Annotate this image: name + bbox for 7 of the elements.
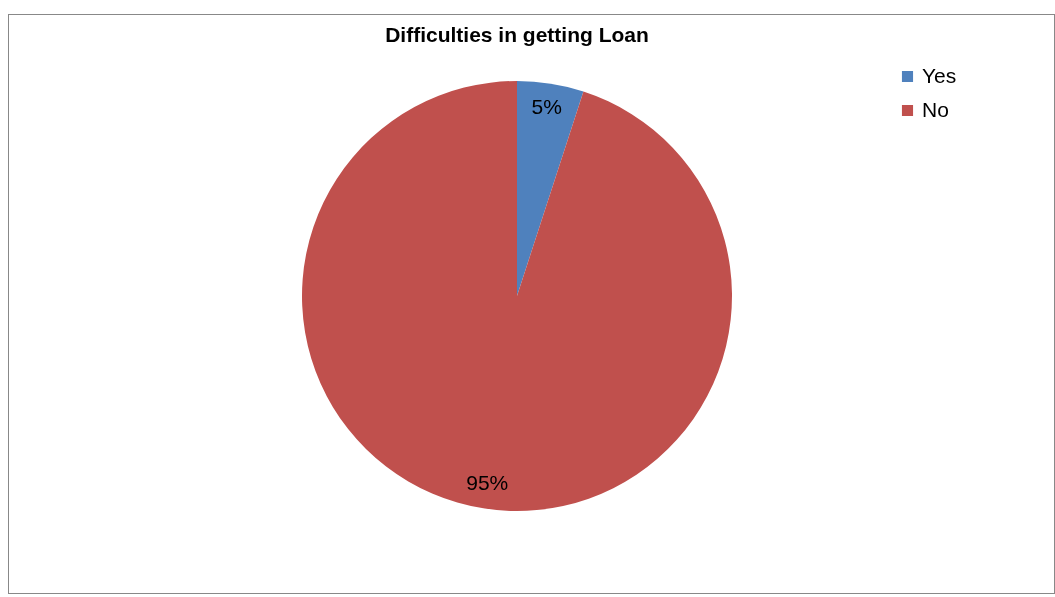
legend-label: Yes [922, 63, 957, 87]
chart-title: Difficulties in getting Loan [385, 23, 649, 46]
legend-label: No [922, 97, 949, 121]
data-label: 5% [531, 95, 562, 119]
pie-slice [302, 81, 732, 511]
data-label: 95% [466, 470, 509, 494]
pie-slice [517, 81, 584, 296]
